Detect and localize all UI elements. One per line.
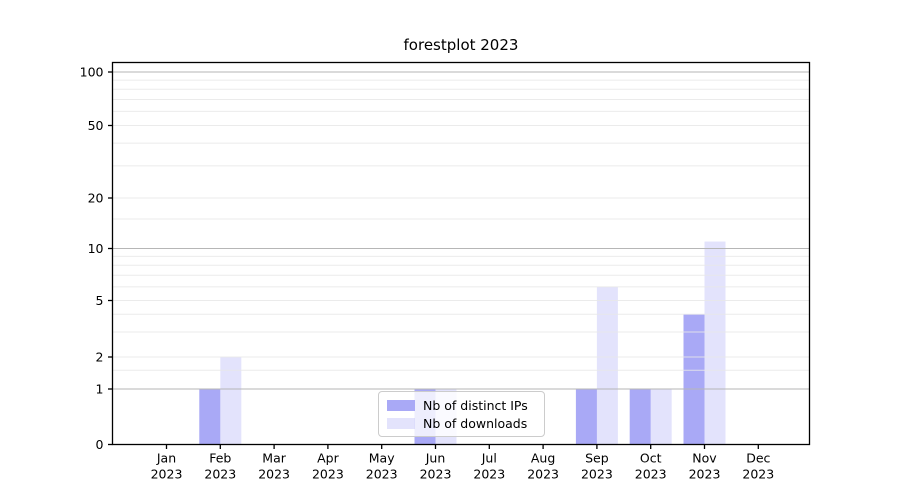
legend-label-downloads: Nb of downloads <box>423 415 528 431</box>
y-tick-label: 20 <box>88 190 104 205</box>
x-tick-label-month: Aug <box>531 451 555 466</box>
bar-downloads-Nov <box>704 241 726 445</box>
x-tick-label-year: 2023 <box>204 467 236 482</box>
x-tick-label-year: 2023 <box>473 467 505 482</box>
bar-downloads-Feb <box>220 357 242 445</box>
x-tick-label-year: 2023 <box>366 467 398 482</box>
x-tick-label-year: 2023 <box>635 467 667 482</box>
x-tick-label-year: 2023 <box>689 467 721 482</box>
x-tick-label-month: Oct <box>640 451 662 466</box>
legend-row-distinct-ips: Nb of distinct IPs <box>387 398 536 413</box>
bar-distinct-ips-Oct <box>629 389 651 445</box>
x-tick-label-year: 2023 <box>151 467 183 482</box>
x-tick-label-year: 2023 <box>742 467 774 482</box>
x-tick-label-year: 2023 <box>312 467 344 482</box>
x-tick-label-month: Jul <box>481 451 497 466</box>
x-tick-label-year: 2023 <box>258 467 290 482</box>
x-tick-label-month: Nov <box>692 451 717 466</box>
axes-layer <box>108 61 811 449</box>
y-tick-label: 50 <box>88 118 104 133</box>
x-tick-label-month: Sep <box>585 451 609 466</box>
x-tick-label-month: Jan <box>156 451 176 466</box>
y-tick-label: 5 <box>96 293 104 308</box>
labels-layer: 0125102050100Jan2023Feb2023Mar2023Apr202… <box>80 64 775 481</box>
x-tick-label-year: 2023 <box>527 467 559 482</box>
y-tick-label: 0 <box>96 437 104 452</box>
x-tick-label-month: Mar <box>262 451 286 466</box>
bar-distinct-ips-Sep <box>575 389 597 445</box>
y-tick-label: 10 <box>88 241 104 256</box>
y-tick-label: 2 <box>96 349 104 364</box>
bar-distinct-ips-Nov <box>683 314 705 445</box>
bar-downloads-Sep <box>596 286 618 445</box>
x-tick-label-month: May <box>369 451 395 466</box>
legend-swatch-downloads <box>387 417 415 429</box>
y-tick-label: 1 <box>96 381 104 396</box>
legend-row-downloads: Nb of downloads <box>387 416 536 431</box>
grid-layer <box>112 71 810 390</box>
x-tick-label-year: 2023 <box>420 467 452 482</box>
legend: Nb of distinct IPs Nb of downloads <box>378 391 545 437</box>
legend-swatch-distinct-ips <box>387 399 415 411</box>
x-tick-label-month: Dec <box>746 451 770 466</box>
plot-border <box>111 61 811 446</box>
x-tick-label-month: Apr <box>317 451 339 466</box>
bar-downloads-Oct <box>650 389 672 445</box>
y-tick-label: 100 <box>80 64 104 79</box>
x-tick-label-year: 2023 <box>581 467 613 482</box>
legend-label-distinct-ips: Nb of distinct IPs <box>423 397 528 413</box>
bar-distinct-ips-Feb <box>199 389 221 445</box>
x-tick-label-month: Feb <box>209 451 231 466</box>
chart-title: forestplot 2023 <box>404 36 519 54</box>
x-tick-label-month: Jun <box>425 451 446 466</box>
